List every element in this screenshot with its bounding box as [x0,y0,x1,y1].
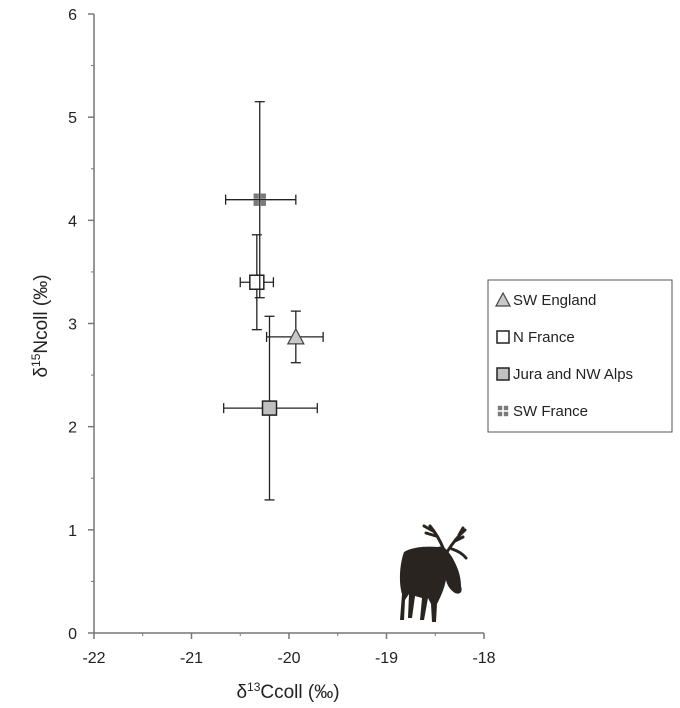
y-tick-label: 2 [68,420,77,437]
legend-label: Jura and NW Alps [513,366,633,383]
checker-square-marker [253,193,266,206]
elk-silhouette-icon [399,524,468,622]
series-sw-england [265,310,324,364]
checker-cell [503,405,509,411]
triangle-marker [286,327,305,345]
y-tick-label: 4 [68,213,77,230]
y-tick-label: 1 [68,523,77,540]
axes [93,14,484,634]
x-tick-label: -22 [82,650,105,667]
checker-cell [497,405,503,411]
checker-square-marker [497,405,509,417]
legend-frame [487,279,673,433]
legend: SW England N France Jura and NW Alps SW Fra… [487,279,673,433]
y-tick-label: 6 [68,7,77,24]
legend-item: Jura and NW Alps [496,366,633,383]
y-axis-title: δ15Ncoll (‰) [29,274,52,377]
square-marker [496,367,510,381]
x-tick-label: -18 [472,650,495,667]
y-tick-label: 3 [68,317,77,334]
triangle-marker [494,291,512,307]
checker-cell [503,411,509,417]
legend-item: N France [496,329,575,346]
data-series [223,101,324,501]
square-marker [496,330,510,344]
legend-label: SW France [513,403,588,420]
legend-item: SW France [497,403,588,420]
square-marker [249,274,265,290]
x-axis-title: δ13Ccoll (‰) [236,680,339,703]
x-tick-label: -21 [180,650,203,667]
x-axis-ticks: -22 -21 -20 -19 -18 [82,633,496,667]
y-tick-label: 5 [68,110,77,127]
checker-cell [253,200,259,206]
square-marker [261,400,278,416]
checker-cell [260,193,266,199]
legend-label: SW England [513,292,596,309]
y-axis-ticks: 0 1 2 3 4 5 6 [68,7,94,643]
y-tick-label: 0 [68,626,77,643]
legend-item: SW England [494,291,596,309]
checker-cell [253,193,259,199]
series-sw-france [224,101,297,299]
x-tick-label: -19 [375,650,398,667]
legend-label: N France [513,329,575,346]
checker-cell [260,200,266,206]
x-tick-label: -20 [277,650,300,667]
checker-cell [497,411,503,417]
series-n-france [239,234,275,331]
series-jura-and-nw-alps [223,315,318,501]
